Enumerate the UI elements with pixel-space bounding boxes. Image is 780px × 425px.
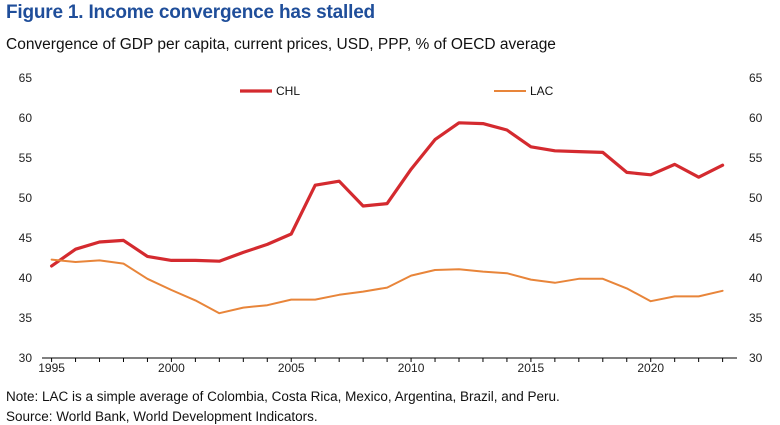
data-point-chl [721,164,723,166]
data-point-lac [554,282,556,284]
y-tick-label-right: 50 [749,191,763,205]
data-point-chl [170,259,172,261]
y-tick-label-right: 65 [749,71,763,85]
data-point-lac [50,258,52,260]
data-point-chl [98,241,100,243]
data-point-chl [673,163,675,165]
series-line-lac [50,258,724,315]
data-point-lac [650,300,652,302]
data-point-chl [194,259,196,261]
data-point-chl [122,239,124,241]
data-point-chl [314,184,316,186]
y-tick-label-right: 30 [749,351,763,365]
data-point-lac [386,286,388,288]
data-point-lac [290,298,292,300]
y-tick-label-left: 35 [19,311,33,325]
data-point-chl [338,180,340,182]
data-point-chl [626,171,628,173]
data-point-lac [673,295,675,297]
data-point-lac [170,289,172,291]
y-tick-label-left: 65 [19,71,33,85]
x-tick-label: 2000 [158,361,185,375]
data-point-chl [386,202,388,204]
data-point-chl [482,122,484,124]
data-point-lac [218,312,220,314]
data-point-chl [290,233,292,235]
data-point-lac [697,295,699,297]
data-point-lac [410,274,412,276]
data-point-lac [506,272,508,274]
data-point-lac [74,261,76,263]
chart-note: Note: LAC is a simple average of Colombi… [6,389,560,404]
x-tick-label: 2005 [278,361,305,375]
y-tick-label-right: 60 [749,111,763,125]
data-point-lac [242,306,244,308]
data-point-chl [362,205,364,207]
y-tick-label-right: 40 [749,271,763,285]
data-point-chl [697,176,699,178]
data-point-lac [482,270,484,272]
data-point-chl [506,129,508,131]
y-tick-label-left: 30 [19,351,33,365]
series-line-chl [49,121,725,268]
line-chart: 30 30 35 35 40 40 45 45 50 50 55 55 60 60 65 65 1995 2000… [19,71,763,375]
y-tick-label-left: 40 [19,271,33,285]
data-point-chl [578,150,580,152]
figure-title: Figure 1. Income convergence has stalled [6,2,375,23]
data-point-lac [338,294,340,296]
y-tick-label-left: 60 [19,111,33,125]
data-point-lac [362,290,364,292]
data-point-chl [602,151,604,153]
data-point-chl [530,146,532,148]
data-point-lac [146,278,148,280]
data-point-chl [266,243,268,245]
data-point-chl [74,248,76,250]
data-point-lac [314,298,316,300]
chart-series [49,121,725,315]
x-tick-label: 2010 [398,361,425,375]
y-tick-label-left: 55 [19,151,33,165]
y-tick-label-right: 55 [749,151,763,165]
y-tick-label-right: 45 [749,231,763,245]
data-point-lac [530,278,532,280]
chart-source: Source: World Bank, World Development In… [6,409,318,424]
data-point-chl [50,265,52,267]
data-point-chl [410,168,412,170]
y-tick-label-left: 50 [19,191,33,205]
x-tick-label: 2015 [518,361,545,375]
chart-axes: 30 30 35 35 40 40 45 45 50 50 55 55 60 60 65 65 1995 2000… [19,71,763,375]
data-point-chl [458,122,460,124]
data-point-lac [578,278,580,280]
legend-label-lac: LAC [530,84,554,98]
data-point-lac [626,287,628,289]
y-tick-label-left: 45 [19,231,33,245]
data-point-chl [434,138,436,140]
data-point-chl [146,255,148,257]
data-point-chl [554,150,556,152]
y-tick-label-right: 35 [749,311,763,325]
data-point-lac [122,262,124,264]
data-point-chl [650,174,652,176]
data-point-lac [194,299,196,301]
legend-label-chl: CHL [276,84,300,98]
data-point-chl [242,251,244,253]
data-point-lac [721,290,723,292]
data-point-lac [434,269,436,271]
data-point-lac [602,278,604,280]
x-tick-label: 2020 [637,361,664,375]
data-point-lac [266,304,268,306]
x-tick-label: 1995 [38,361,65,375]
data-point-lac [458,268,460,270]
data-point-lac [98,259,100,261]
figure-subtitle: Convergence of GDP per capita, current p… [6,36,556,53]
chart-legend: CHL LAC [240,84,554,98]
data-point-chl [218,260,220,262]
